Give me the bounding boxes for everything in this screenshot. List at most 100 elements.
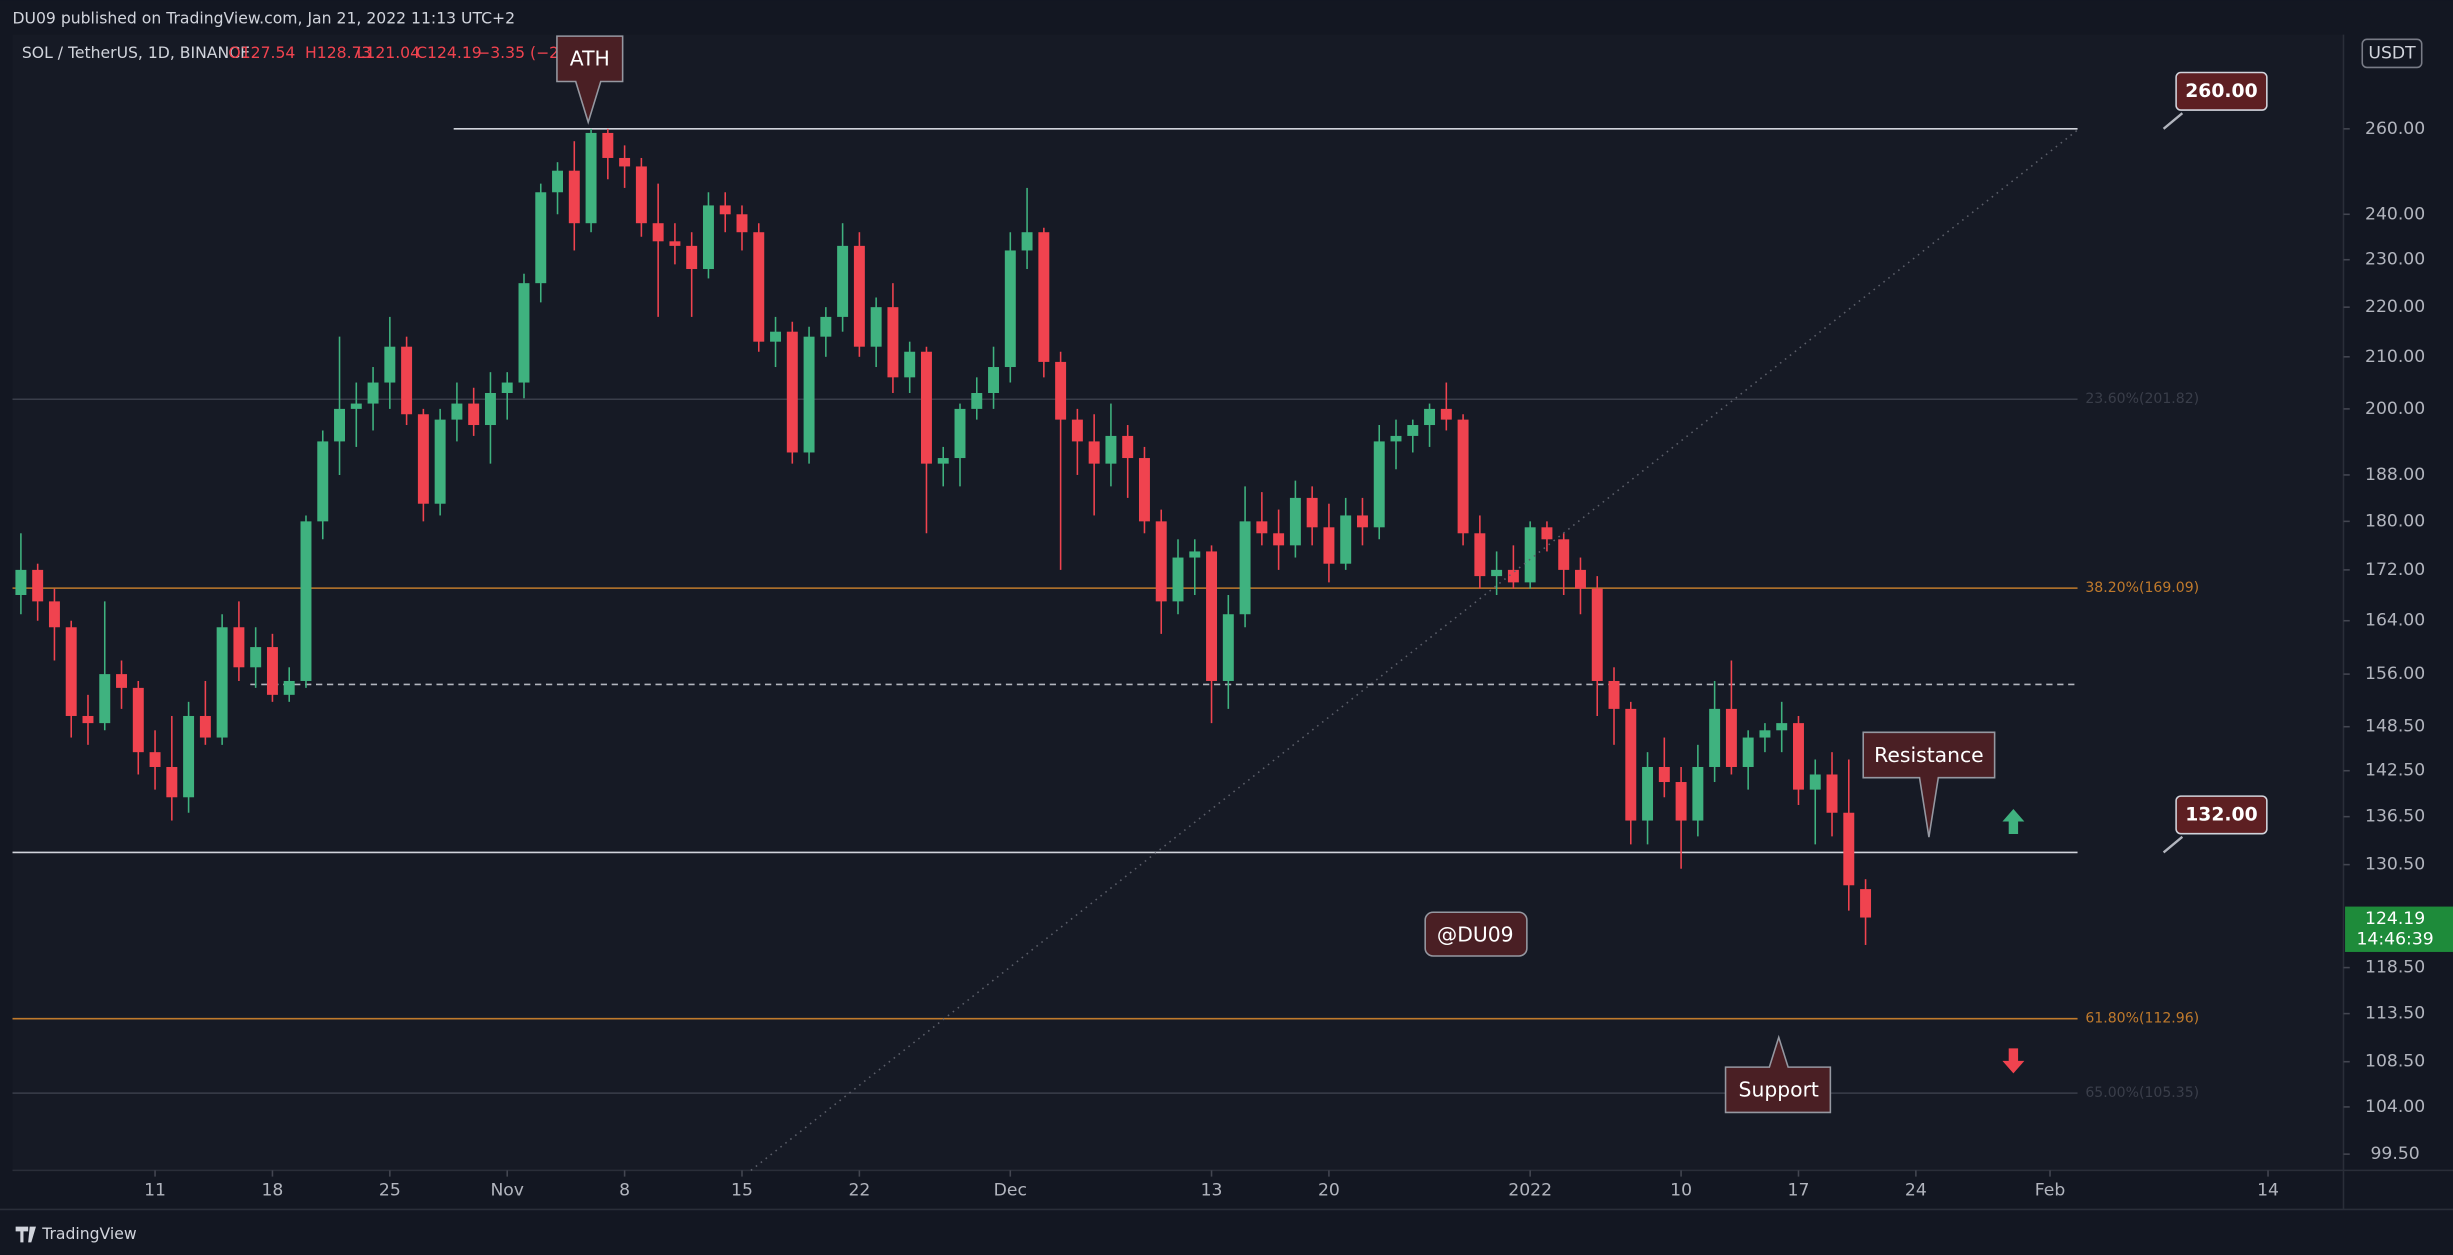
candle-body	[1390, 435, 1402, 442]
candle-body	[518, 283, 530, 383]
symbol: SOL / TetherUS, 1D, BINANCE	[22, 43, 250, 62]
x-tick-label: 20	[1318, 1181, 1340, 1201]
candle-body	[1860, 889, 1872, 918]
candle-body	[1524, 527, 1536, 583]
candle-body	[1658, 766, 1670, 783]
candle-body	[1574, 569, 1586, 589]
candle-body	[1340, 515, 1352, 564]
candle-body	[1155, 521, 1167, 602]
candle-body	[803, 336, 815, 453]
candle-body	[1407, 425, 1419, 436]
candle-body	[1256, 521, 1268, 534]
candle-body	[786, 331, 798, 453]
y-tick-label: 200.00	[2365, 399, 2425, 419]
candle-body	[820, 316, 832, 337]
candle-body	[32, 569, 44, 602]
candle-body	[1608, 680, 1620, 709]
y-tick-label: 240.00	[2365, 204, 2425, 224]
y-tick-label: 130.50	[2365, 855, 2425, 875]
candle-body	[1491, 569, 1503, 577]
candle-body	[116, 674, 127, 688]
candle-body	[417, 414, 429, 504]
candle-body	[1692, 766, 1704, 821]
candle-body	[1642, 766, 1654, 821]
candle-body	[1239, 521, 1251, 615]
candle-body	[770, 331, 782, 342]
candle-body	[988, 367, 1000, 394]
candle-body	[652, 223, 664, 242]
x-tick-label: 24	[1905, 1181, 1927, 1201]
candle-body	[719, 205, 731, 215]
x-tick-label: 8	[619, 1181, 630, 1201]
candle-body	[367, 382, 379, 404]
candle-body	[1541, 527, 1553, 540]
candle-body	[384, 346, 396, 383]
candle-body	[468, 403, 480, 426]
candle-body	[1055, 361, 1067, 420]
support-bubble	[1724, 1034, 1832, 1114]
callout-label: 260.00	[2185, 81, 2257, 102]
x-tick-label: Dec	[994, 1181, 1027, 1201]
x-tick-label: 17	[1788, 1181, 1810, 1201]
candle-body	[350, 403, 362, 409]
candle-body	[1675, 782, 1687, 821]
callout-label: 132.00	[2185, 804, 2257, 825]
fib-label: 38.20%(169.09)	[2085, 580, 2199, 596]
x-tick-label: 13	[1201, 1181, 1223, 1201]
x-tick-label: Feb	[2035, 1181, 2065, 1201]
candle-body	[401, 346, 413, 415]
candle-body	[1306, 497, 1318, 528]
annotation: Support	[1739, 1078, 1819, 1102]
candle-body	[1373, 441, 1385, 528]
candle-body	[1356, 515, 1368, 528]
candle-body	[1021, 232, 1033, 251]
candle-body	[1742, 737, 1754, 767]
y-tick-label: 113.50	[2365, 1004, 2425, 1024]
candle-body	[837, 245, 849, 317]
x-tick-label: 25	[379, 1181, 401, 1201]
candle-body	[1222, 614, 1234, 681]
candle-body	[535, 192, 547, 284]
x-tick-label: 15	[731, 1181, 753, 1201]
candle-body	[434, 419, 446, 504]
candle-body	[954, 408, 966, 459]
candle-body	[635, 166, 647, 224]
y-tick-label: 148.50	[2365, 717, 2425, 737]
candle-body	[233, 627, 245, 668]
annotation: ATH	[570, 47, 610, 71]
x-tick-label: 22	[848, 1181, 870, 1201]
candle-body	[1038, 232, 1050, 362]
brand-logo	[15, 1226, 36, 1243]
candle-body	[1776, 723, 1788, 731]
currency: USDT	[2368, 43, 2416, 63]
y-tick-label: 210.00	[2365, 347, 2425, 367]
annotation: Resistance	[1874, 743, 1984, 767]
y-tick-label: 156.00	[2365, 664, 2425, 684]
candle-body	[1004, 250, 1016, 368]
y-tick-label: 99.50	[2371, 1144, 2420, 1164]
x-tick-label: 11	[144, 1181, 166, 1201]
candle-body	[619, 157, 631, 167]
candle-body	[669, 241, 681, 246]
publisher: DU09 published on TradingView.com, Jan 2…	[13, 8, 516, 27]
candle-body	[199, 715, 211, 738]
ohlc-value: O127.54	[228, 43, 295, 62]
brand: TradingView	[41, 1224, 137, 1243]
y-tick-label: 180.00	[2365, 511, 2425, 531]
candle-body	[937, 458, 949, 464]
x-tick-label: 18	[262, 1181, 284, 1201]
y-tick-label: 164.00	[2365, 611, 2425, 631]
countdown: 14:46:39	[2357, 929, 2434, 949]
candle-body	[702, 205, 714, 270]
x-tick-label: 14	[2257, 1181, 2279, 1201]
candle-body	[166, 766, 178, 798]
candle-body	[266, 647, 278, 695]
marks	[12, 128, 2350, 1177]
candle-body	[82, 715, 94, 724]
candle-body	[183, 715, 195, 798]
candle-body	[216, 627, 228, 738]
candle-body	[1273, 533, 1285, 546]
y-tick-label: 142.50	[2365, 761, 2425, 781]
